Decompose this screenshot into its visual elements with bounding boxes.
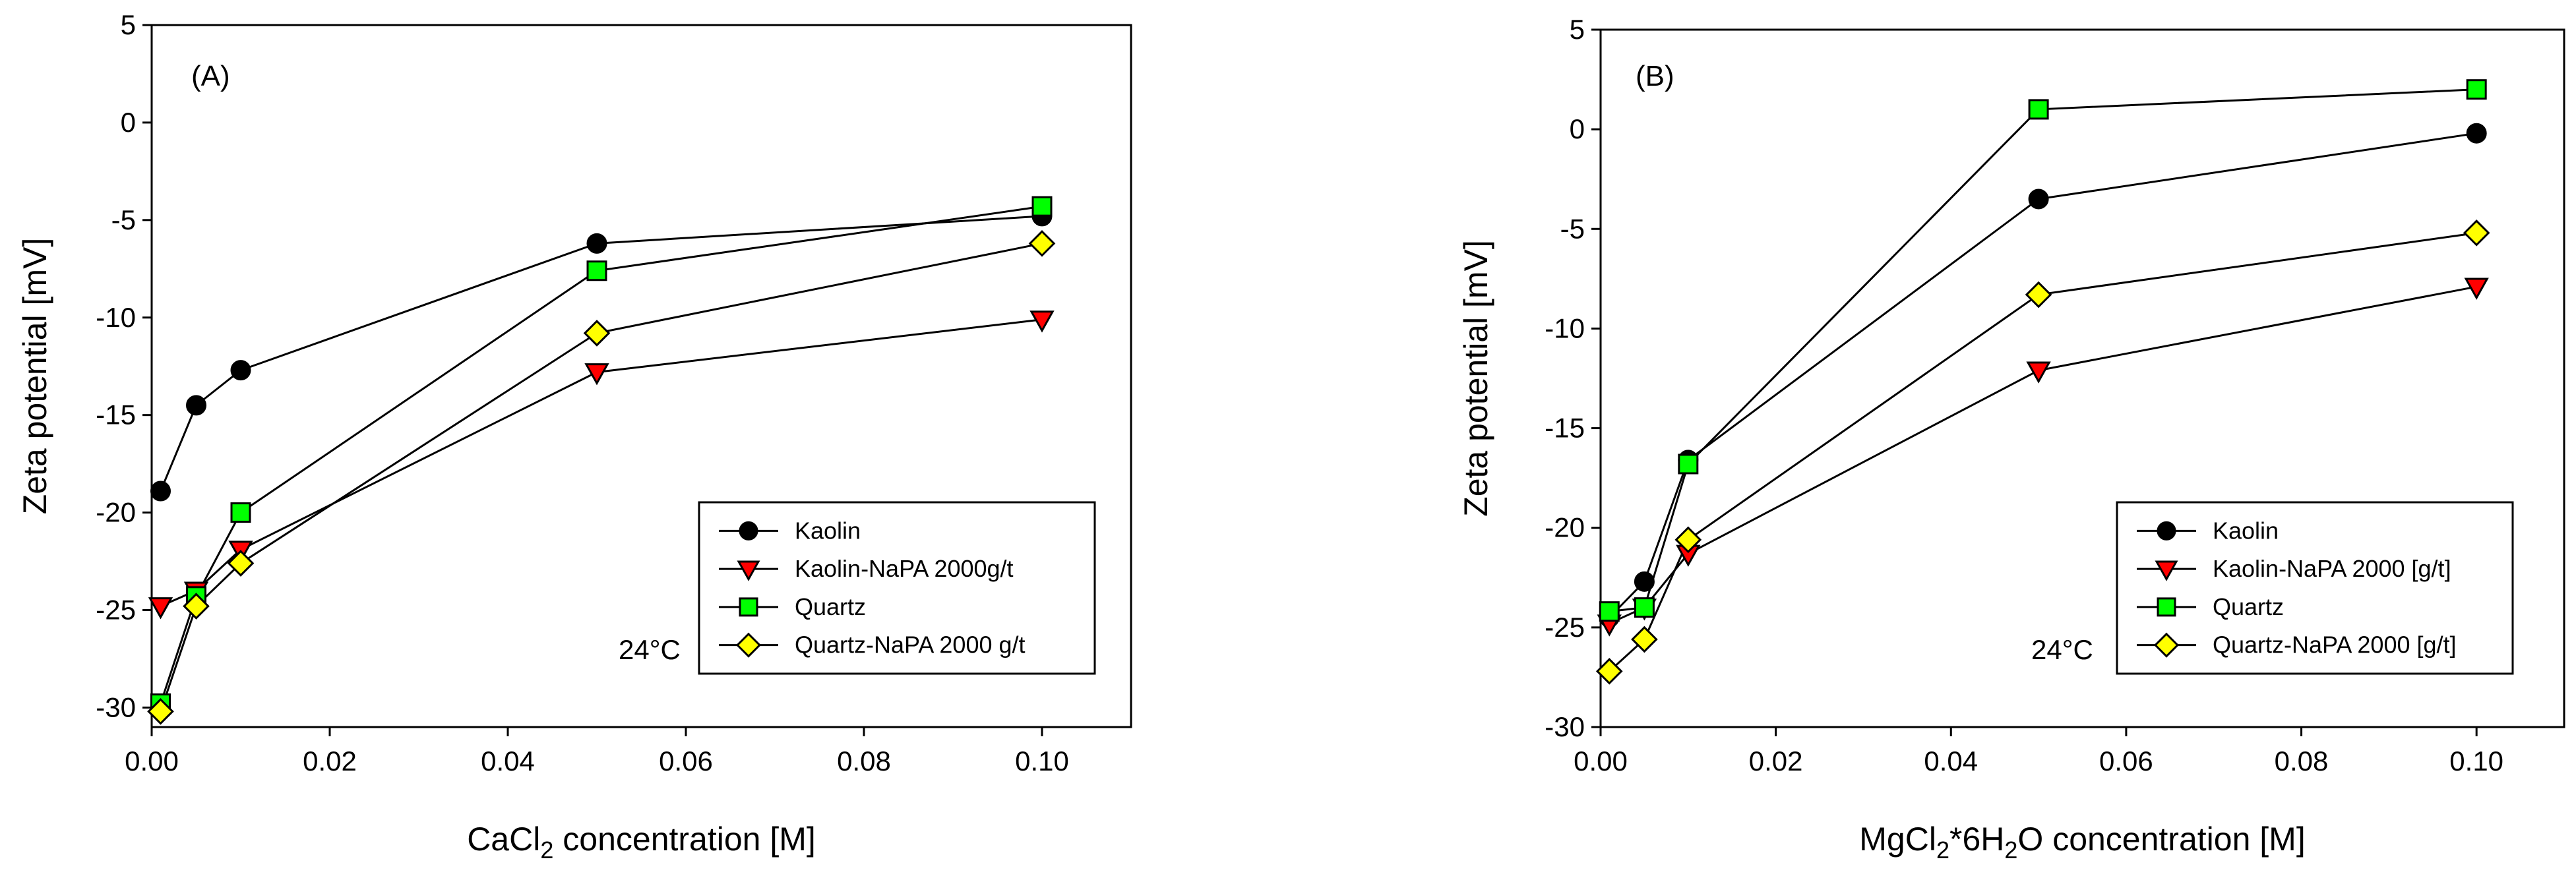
panel-label: (B) [1636,60,1674,92]
y-tick-label: -30 [96,691,136,722]
x-tick-label: 0.08 [837,746,891,776]
y-axis-title: Zeta potential [mV] [1457,240,1494,517]
x-axis-title: MgCl2*6H2O concentration [M] [1859,821,2305,863]
legend-entry-label: Quartz [2213,593,2284,620]
data-point-series-0 [2028,189,2049,210]
y-tick-label: -25 [96,595,136,626]
data-point-series-2 [2466,79,2487,100]
data-point-series-1 [148,597,173,620]
data-point-series-3 [183,593,210,620]
y-tick-label: -15 [1545,413,1585,444]
data-point-series-0 [2466,123,2487,144]
data-point-series-2 [1678,454,1699,475]
x-axis-title-subscript: 2 [1936,836,1949,863]
x-tick-label: 0.02 [303,746,357,776]
data-point-series-2 [1599,601,1620,622]
data-point-series-3 [2463,220,2490,247]
temperature-annotation: 24°C [2031,634,2093,665]
chart-panel-b: 5 0 -5 -10 -15 -20 -25 -30 0.00 0.02 0.04 0.06 0.08 0… [1457,14,2565,863]
y-axis-title: Zeta potential [mV] [16,238,53,515]
legend-entry-label: Quartz-NaPA 2000 g/t [795,631,1026,658]
legend-entry-label: Kaolin [795,517,861,544]
data-point-series-3 [147,698,174,725]
y-tick-label: -25 [1545,612,1585,643]
data-point-series-3 [1631,626,1658,653]
y-tick-label: -20 [96,497,136,528]
y-tick-label: -20 [1545,512,1585,543]
plot-frame [150,24,1132,728]
data-point-series-0 [230,360,251,381]
legend-entry-label: Quartz-NaPA 2000 [g/t] [2213,631,2457,658]
data-point-series-0 [150,481,171,502]
x-axis-title-part: CaCl [467,821,540,858]
legend-entry-label: Kaolin-NaPA 2000g/t [795,555,1014,582]
x-tick-label: 0.10 [1015,746,1069,776]
data-point-series-2 [230,502,251,523]
y-tick-label: 0 [121,107,136,138]
x-tick-label: 0.04 [481,746,535,776]
y-tick-label: -30 [1545,711,1585,742]
x-tick-label: 0.06 [659,746,713,776]
plot-frame [1599,28,2565,728]
data-point-series-0 [186,395,206,416]
data-point-series-3 [2025,281,2052,308]
x-axis-title: CaCl2 concentration [M] [467,821,816,863]
y-tick-label: -10 [96,302,136,333]
x-axis-title-part: O concentration [M] [2017,821,2305,858]
legend-entry-label: Kaolin-NaPA 2000 [g/t] [2213,555,2451,582]
legend-marker [739,521,758,541]
y-tick-label: 5 [121,9,136,40]
y-tick-label: 5 [1570,14,1585,45]
x-tick-label: 0.10 [2449,746,2503,776]
data-point-series-3 [227,550,255,577]
y-tick-label: -10 [1545,312,1585,343]
data-point-series-0 [586,233,607,254]
legend-marker [2157,521,2176,541]
x-tick-label: 0.02 [1749,746,1803,776]
x-axis-title-subscript: 2 [540,836,553,863]
temperature-annotation: 24°C [619,634,681,665]
data-point-series-2 [2028,99,2049,120]
data-point-series-0 [1634,571,1655,592]
data-point-series-2 [1634,597,1655,618]
x-tick-label: 0.00 [125,746,179,776]
y-tick-label: 0 [1570,113,1585,144]
data-point-series-3 [1674,526,1702,554]
x-axis-title-part: MgCl [1859,821,1936,858]
data-point-series-2 [1031,196,1053,217]
x-axis-title-part: concentration [M] [553,821,815,858]
legend-entry-label: Kaolin [2213,517,2279,544]
data-point-series-3 [1028,230,1056,257]
x-tick-label: 0.08 [2275,746,2329,776]
legend-marker [739,597,758,617]
data-point-series-3 [583,320,611,347]
data-point-series-2 [586,260,607,281]
data-point-series-1 [2026,361,2051,384]
series-line-0 [160,215,1043,492]
data-point-series-1 [1029,310,1055,333]
data-point-series-3 [1595,658,1623,685]
x-tick-label: 0.00 [1574,746,1628,776]
y-tick-label: -5 [1560,213,1585,244]
chart-panel-a: 5 0 -5 -10 -15 -20 -25 -30 0.00 0.02 0.04 0.06 0.08 0… [16,9,1132,863]
x-tick-label: 0.04 [1924,746,1978,776]
x-tick-label: 0.06 [2099,746,2153,776]
legend-marker [2155,560,2178,581]
x-axis-title-subscript: 2 [2004,836,2017,863]
legend-marker [735,632,762,658]
x-axis-title-part: *6H [1949,821,2004,858]
legend-marker [2157,597,2176,617]
y-tick-label: -15 [96,399,136,430]
legend-entry-label: Quartz [795,593,866,620]
y-tick-label: -5 [111,204,136,235]
legend-marker [2153,632,2180,658]
data-point-series-1 [584,363,609,386]
legend-marker [737,560,760,581]
data-point-series-1 [2464,278,2489,300]
panel-label: (A) [191,60,230,92]
